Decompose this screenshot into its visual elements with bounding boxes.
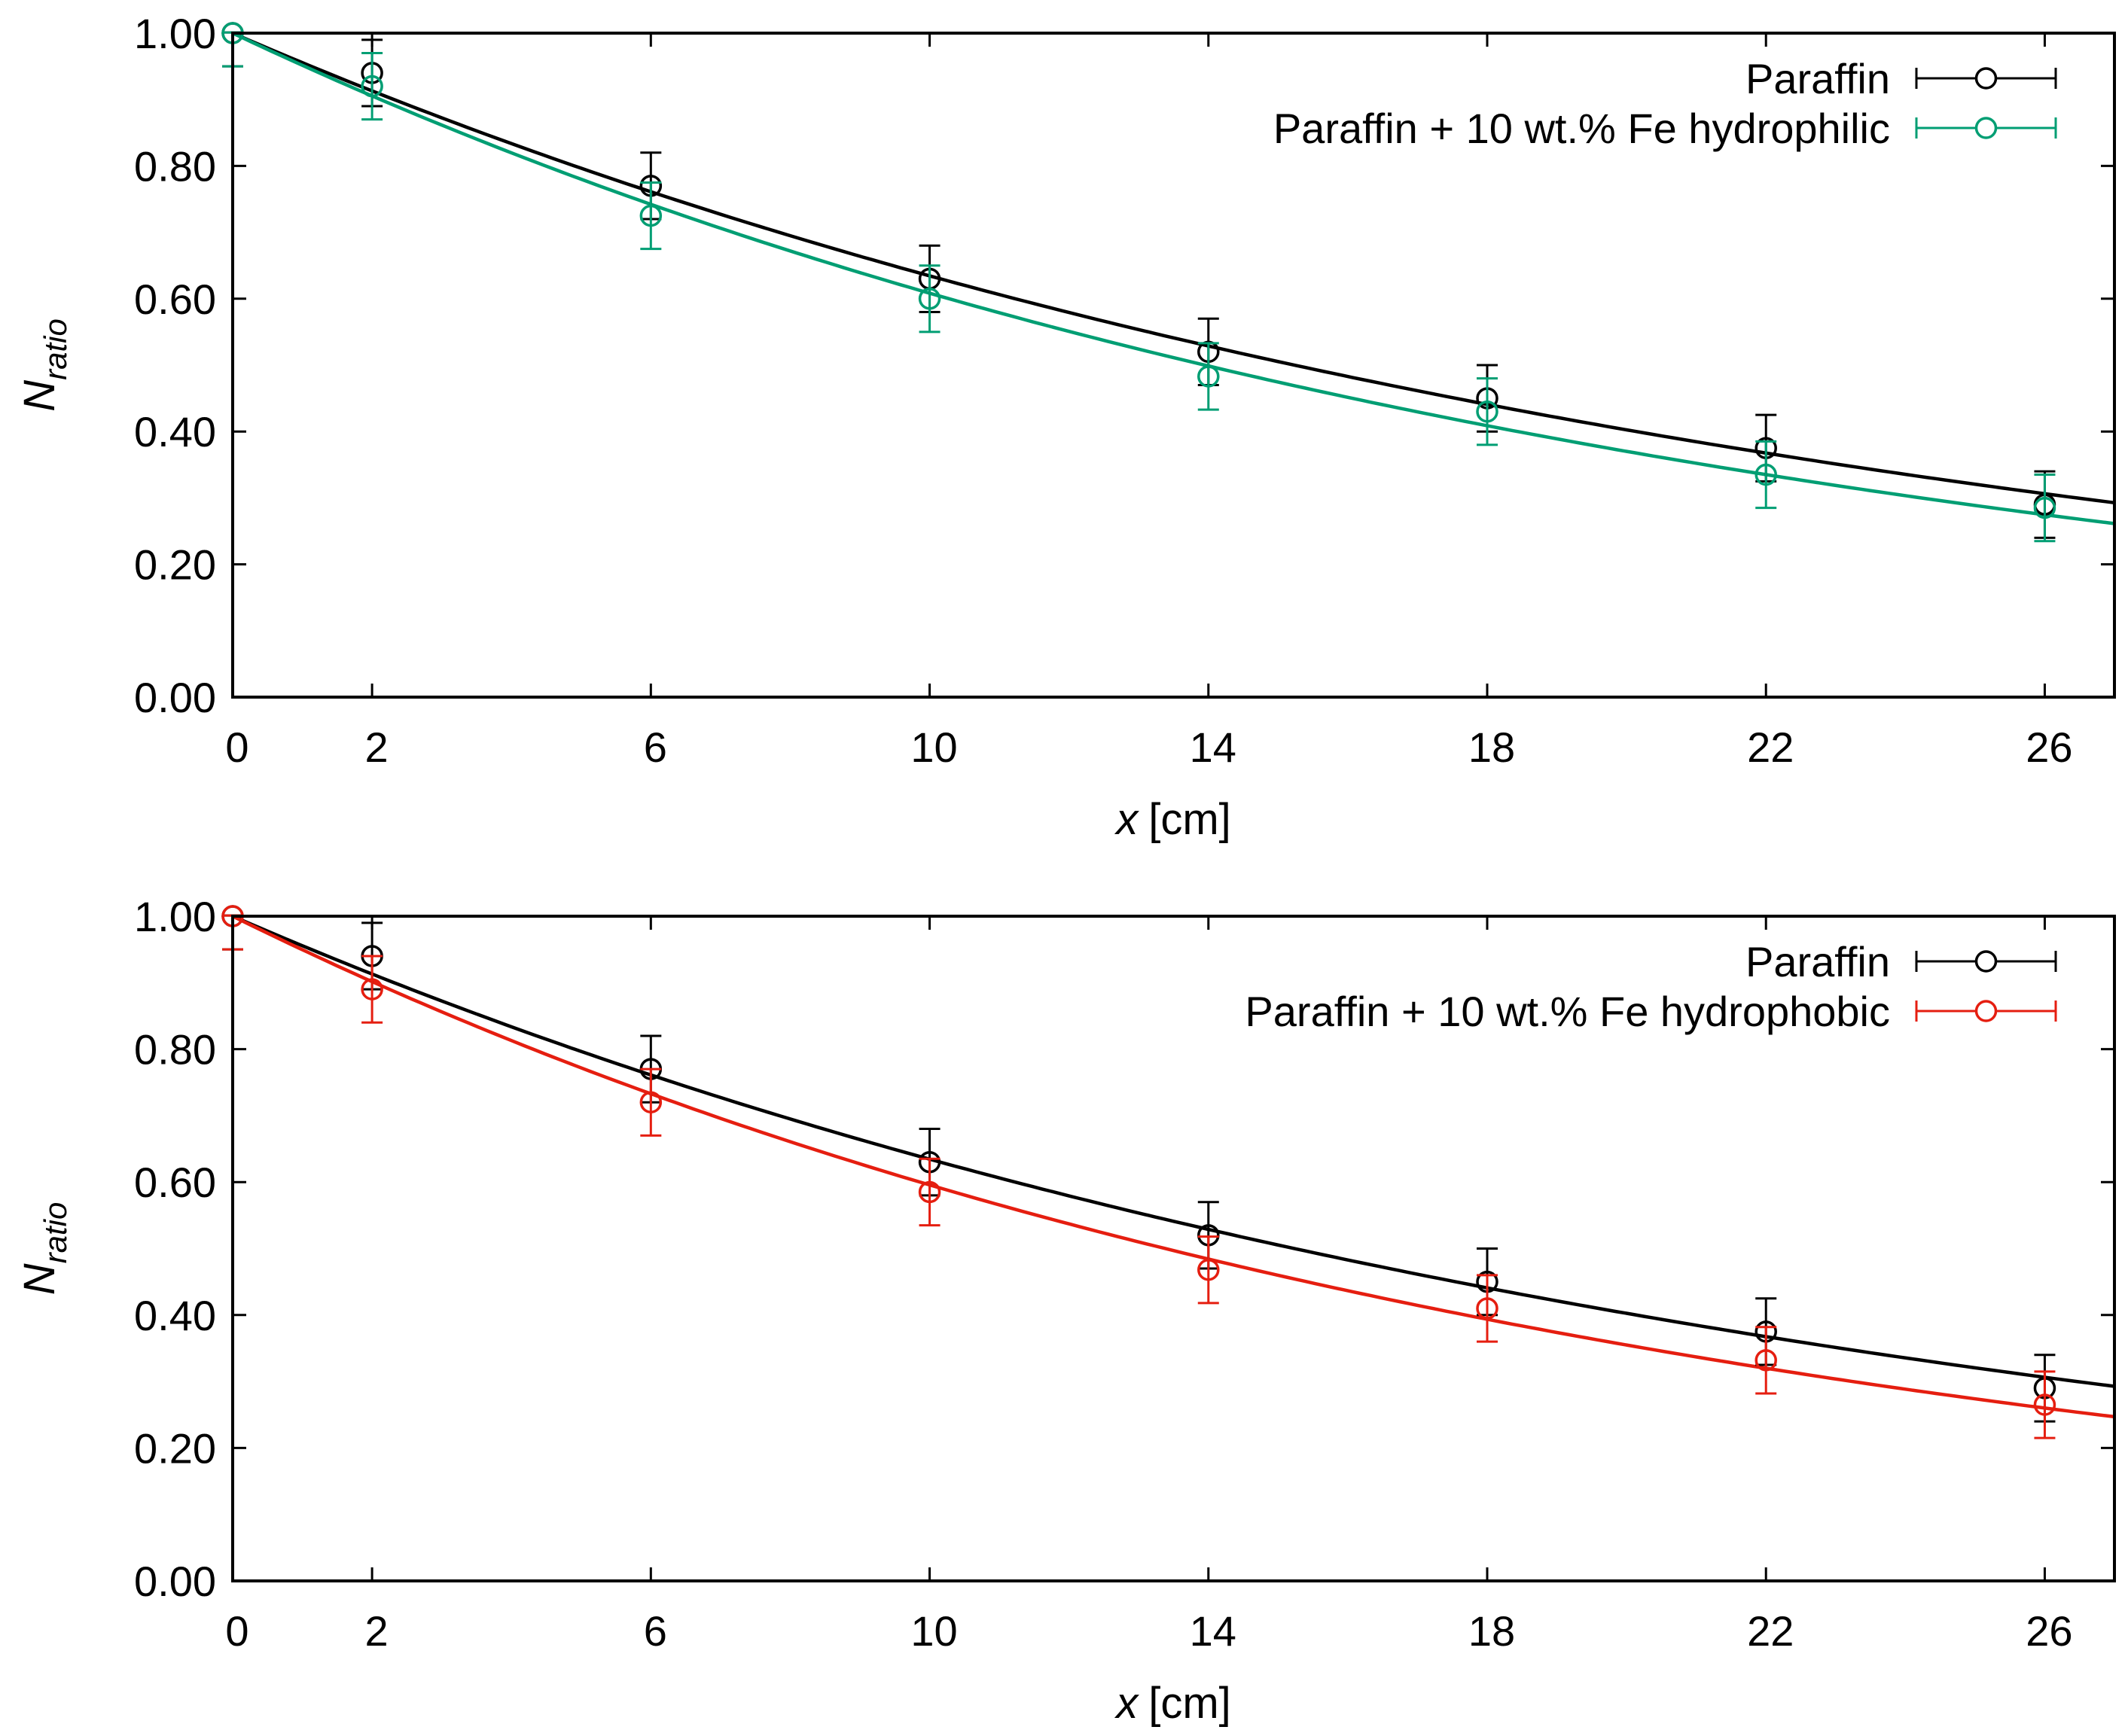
- bottom-panel: 0.000.200.400.600.801.000 2 6 10 14 18 22 26Par…: [15, 893, 2114, 1728]
- y-axis-base: N: [15, 1263, 64, 1295]
- x-tick-label: 26: [2026, 723, 2072, 771]
- y-tick-label: 0.00: [134, 674, 216, 721]
- x-tick-label: 2: [365, 723, 389, 771]
- y-tick-label: 0.60: [134, 1159, 216, 1206]
- x-tick-label: 14: [1190, 1607, 1236, 1655]
- legend-label: Paraffin: [1745, 55, 1890, 102]
- data-point-series-1: [2034, 475, 2055, 541]
- x-tick-label: 10: [910, 723, 957, 771]
- y-tick-label: 0.00: [134, 1558, 216, 1605]
- x-tick-label: 0: [225, 1607, 248, 1655]
- y-axis-subscript: ratio: [38, 1202, 73, 1264]
- legend-label: Paraffin + 10 wt.% Fe hydrophilic: [1273, 105, 1890, 152]
- x-axis-variable: x: [1114, 1679, 1139, 1728]
- legend-label: Paraffin + 10 wt.% Fe hydrophobic: [1245, 988, 1890, 1035]
- legend-label: Paraffin: [1745, 938, 1890, 985]
- x-axis-variable: x: [1114, 795, 1139, 844]
- x-tick-label: 6: [644, 1607, 667, 1655]
- x-axis-label: x [cm]: [1114, 1679, 1231, 1728]
- y-tick-label: 1.00: [134, 893, 216, 940]
- y-tick-label: 0.80: [134, 1026, 216, 1074]
- x-tick-label: 22: [1747, 723, 1794, 771]
- fit-curve-series-0: [233, 33, 2114, 503]
- figure: 0.000.200.400.600.801.000 2 6 10 14 18 22 26Par…: [0, 0, 2128, 1736]
- y-axis-label: Nratio: [15, 1202, 73, 1296]
- data-point-series-1: [1198, 1237, 1219, 1303]
- x-tick-label: 10: [910, 1607, 957, 1655]
- y-tick-label: 0.20: [134, 1424, 216, 1472]
- data-point-series-1: [1477, 379, 1498, 445]
- y-tick-label: 0.40: [134, 408, 216, 455]
- legend-marker: [1977, 118, 1996, 138]
- legend-marker: [1977, 69, 1996, 88]
- data-point-series-1: [1198, 343, 1219, 410]
- fit-curve-series-0: [233, 916, 2114, 1387]
- x-tick-label: 18: [1468, 1607, 1515, 1655]
- x-axis-unit: [cm]: [1148, 795, 1231, 844]
- y-axis-subscript: ratio: [38, 318, 73, 380]
- x-tick-label: 6: [644, 723, 667, 771]
- y-tick-label: 0.80: [134, 142, 216, 190]
- x-tick-label: 26: [2026, 1607, 2072, 1655]
- y-axis-label: Nratio: [15, 318, 73, 412]
- x-tick-label: 22: [1747, 1607, 1794, 1655]
- y-tick-label: 1.00: [134, 10, 216, 57]
- x-axis-label: x [cm]: [1114, 795, 1231, 844]
- legend-marker: [1977, 1001, 1996, 1021]
- x-tick-label: 18: [1468, 723, 1515, 771]
- y-tick-label: 0.20: [134, 541, 216, 589]
- top-panel: 0.000.200.400.600.801.000 2 6 10 14 18 22 26Par…: [15, 10, 2114, 844]
- y-axis-base: N: [15, 380, 64, 412]
- x-tick-label: 2: [365, 1607, 389, 1655]
- y-tick-label: 0.60: [134, 276, 216, 323]
- legend-marker: [1977, 952, 1996, 971]
- x-tick-label: 14: [1190, 723, 1236, 771]
- x-axis-unit: [cm]: [1148, 1679, 1231, 1728]
- y-tick-label: 0.40: [134, 1292, 216, 1339]
- x-tick-label: 0: [225, 723, 248, 771]
